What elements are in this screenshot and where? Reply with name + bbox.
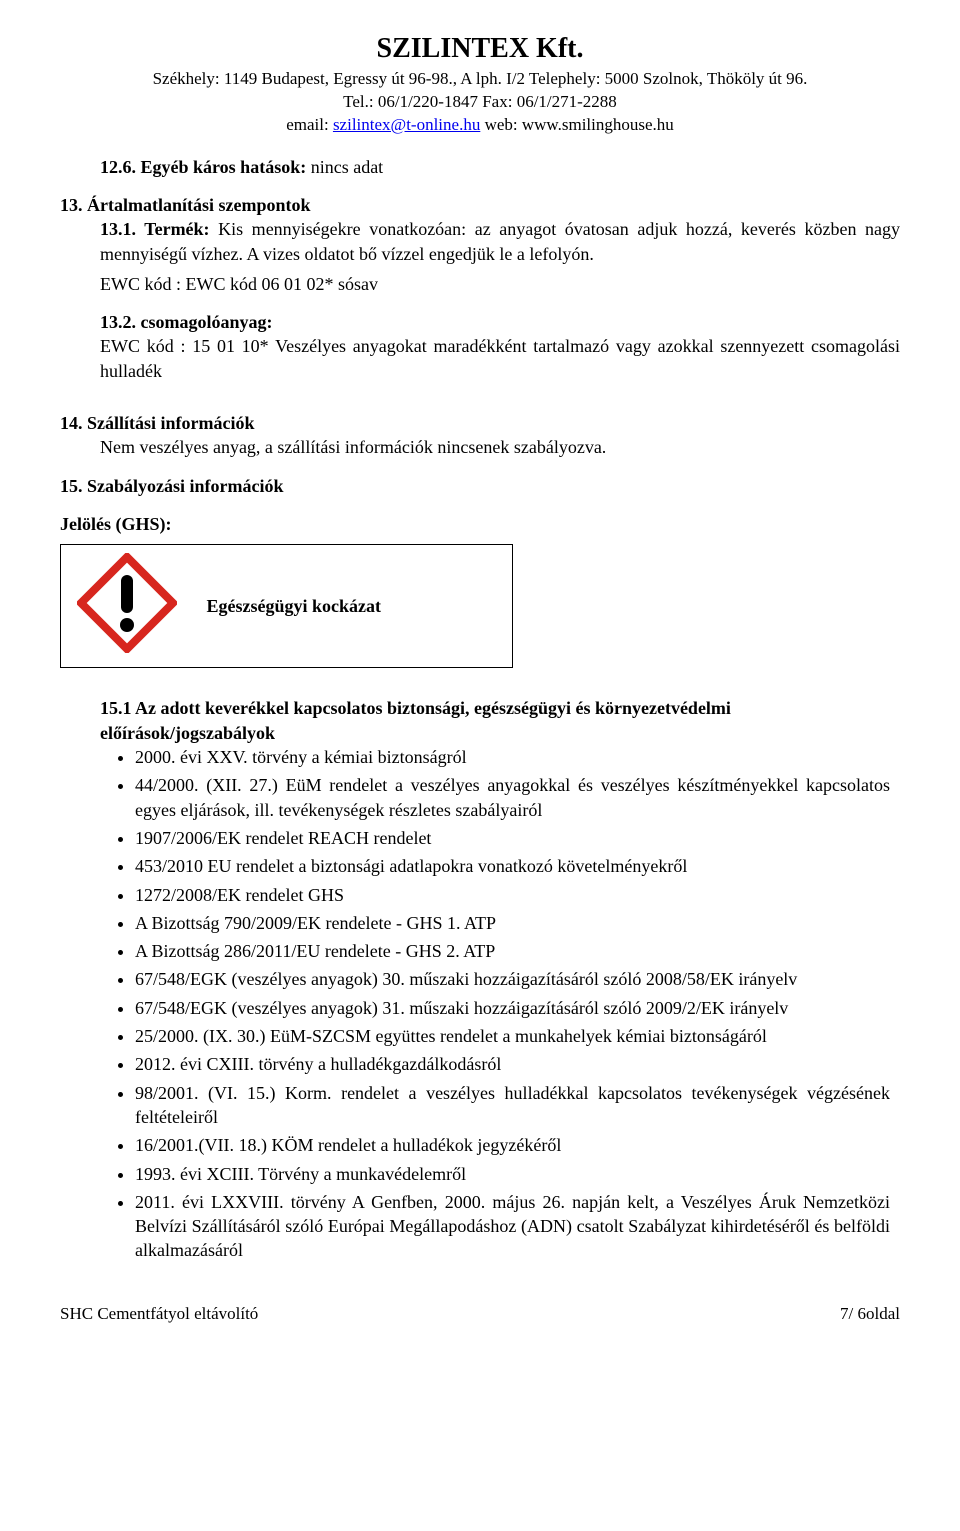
s12-6-value: nincs adat [306, 157, 383, 177]
list-item: 1907/2006/EK rendelet REACH rendelet [135, 826, 890, 850]
s13-1-body: Kis mennyiségekre vonatkozóan: az anyago… [100, 219, 900, 263]
header-address: Székhely: 1149 Budapest, Egressy út 96-9… [60, 68, 900, 91]
list-item: 2000. évi XXV. törvény a kémiai biztonsá… [135, 745, 890, 769]
s14-title: 14. Szállítási információk [60, 411, 900, 435]
list-item: 1272/2008/EK rendelet GHS [135, 883, 890, 907]
header-contact: email: szilintex@t-online.hu web: www.sm… [60, 114, 900, 137]
section-15: 15. Szabályozási információk [60, 474, 900, 498]
page-footer: SHC Cementfátyol eltávolító 7/ 6oldal [60, 1303, 900, 1326]
s15-1-title: 15.1 Az adott keverékkel kapcsolatos biz… [100, 696, 900, 745]
list-item: 44/2000. (XII. 27.) EüM rendelet a veszé… [135, 773, 890, 822]
ghs-exclamation-icon [77, 553, 177, 659]
list-item: 98/2001. (VI. 15.) Korm. rendelet a vesz… [135, 1081, 890, 1130]
hazard-table: Egészségügyi kockázat [60, 544, 513, 668]
footer-left: SHC Cementfátyol eltávolító [60, 1303, 258, 1326]
section-13: 13. Ártalmatlanítási szempontok 13.1. Te… [60, 193, 900, 383]
regulation-list: 2000. évi XXV. törvény a kémiai biztonsá… [135, 745, 890, 1263]
s13-2-body: EWC kód : 15 01 10* Veszélyes anyagokat … [100, 334, 900, 383]
email-link[interactable]: szilintex@t-online.hu [333, 115, 480, 134]
document-header: SZILINTEX Kft. Székhely: 1149 Budapest, … [60, 30, 900, 137]
web-text: www.smilinghouse.hu [522, 115, 674, 134]
section-12-6: 12.6. Egyéb káros hatások: nincs adat [100, 155, 900, 179]
header-phone: Tel.: 06/1/220-1847 Fax: 06/1/271-2288 [60, 91, 900, 114]
hazard-label-cell: Egészségügyi kockázat [193, 545, 513, 668]
section-14: 14. Szállítási információk Nem veszélyes… [60, 411, 900, 460]
list-item: A Bizottság 286/2011/EU rendelete - GHS … [135, 939, 890, 963]
list-item: 2012. évi CXIII. törvény a hulladékgazdá… [135, 1052, 890, 1076]
s13-ewc: EWC kód : EWC kód 06 01 02* sósav [100, 272, 900, 296]
s15-title: 15. Szabályozási információk [60, 474, 900, 498]
hazard-icon-cell [61, 545, 193, 668]
list-item: A Bizottság 790/2009/EK rendelete - GHS … [135, 911, 890, 935]
list-item: 16/2001.(VII. 18.) KÖM rendelet a hullad… [135, 1133, 890, 1157]
s13-1-label: 13.1. Termék: [100, 219, 210, 239]
s13-2: 13.2. csomagolóanyag: EWC kód : 15 01 10… [100, 310, 900, 383]
company-name: SZILINTEX Kft. [60, 30, 900, 68]
s13-1: 13.1. Termék: Kis mennyiségekre vonatkoz… [100, 217, 900, 266]
list-item: 2011. évi LXXVIII. törvény A Genfben, 20… [135, 1190, 890, 1263]
list-item: 67/548/EGK (veszélyes anyagok) 30. műsza… [135, 967, 890, 991]
web-prefix: web: [480, 115, 522, 134]
s13-2-label: 13.2. csomagolóanyag: [100, 310, 900, 334]
s14-body: Nem veszélyes anyag, a szállítási inform… [100, 435, 900, 459]
jeloles-label: Jelölés (GHS): [60, 512, 900, 536]
s13-title: 13. Ártalmatlanítási szempontok [60, 193, 900, 217]
email-prefix: email: [286, 115, 333, 134]
list-item: 25/2000. (IX. 30.) EüM-SZCSM együttes re… [135, 1024, 890, 1048]
s12-6-label: 12.6. Egyéb káros hatások: [100, 157, 306, 177]
list-item: 453/2010 EU rendelet a biztonsági adatla… [135, 854, 890, 878]
list-item: 1993. évi XCIII. Törvény a munkavédelemr… [135, 1162, 890, 1186]
footer-right: 7/ 6oldal [840, 1303, 900, 1326]
list-item: 67/548/EGK (veszélyes anyagok) 31. műsza… [135, 996, 890, 1020]
